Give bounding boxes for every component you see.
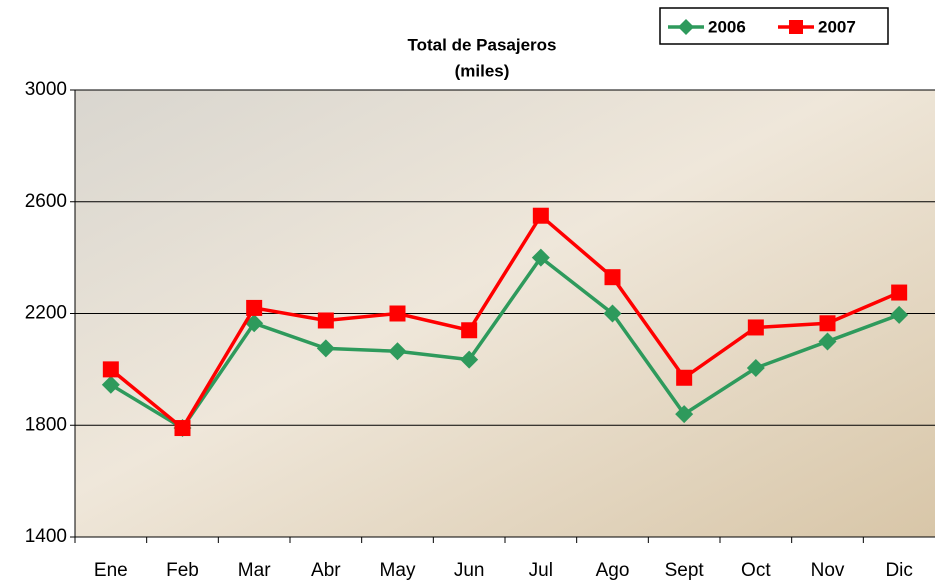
point (102, 361, 119, 378)
x-tick-label: Mar (238, 560, 271, 581)
y-tick-label: 3000 (25, 79, 67, 100)
x-tick-label: Dic (885, 560, 912, 581)
chart-title: Total de Pasajeros (408, 35, 557, 54)
series-line (109, 255, 900, 431)
legend-label: 2007 (818, 17, 856, 36)
x-tick-label: May (380, 560, 416, 581)
point (461, 322, 478, 339)
x-tick-label: Sept (665, 560, 705, 581)
x-tick-label: Ene (94, 560, 128, 581)
y-tick-label: 1400 (25, 526, 67, 547)
point (316, 339, 335, 358)
y-tick-label: 2600 (25, 191, 67, 212)
point (746, 358, 765, 377)
point (891, 284, 908, 301)
point (101, 375, 120, 394)
legend-label: 2006 (708, 17, 746, 36)
x-tick-label: Nov (811, 560, 845, 581)
point (174, 420, 191, 437)
x-tick-label: Oct (741, 560, 771, 581)
legend-marker (678, 19, 694, 35)
x-tick-label: Ago (596, 560, 630, 581)
legend-marker (789, 20, 803, 34)
point (675, 405, 694, 424)
point (818, 332, 837, 351)
point (532, 207, 549, 224)
point (747, 319, 764, 336)
y-tick-label: 2200 (25, 303, 67, 324)
point (819, 315, 836, 332)
point (604, 269, 621, 286)
point (388, 342, 407, 361)
x-tick-label: Feb (166, 560, 199, 581)
point (676, 369, 693, 386)
point (603, 304, 622, 323)
point (531, 248, 550, 267)
x-tick-label: Abr (311, 560, 341, 581)
point (317, 312, 334, 329)
chart-subtitle: (miles) (455, 61, 510, 80)
point (890, 305, 909, 324)
point (460, 350, 479, 369)
x-tick-label: Jun (454, 560, 485, 581)
y-tick-label: 1800 (25, 414, 67, 435)
point (389, 305, 406, 322)
x-tick-label: Jul (529, 560, 553, 581)
point (246, 299, 263, 316)
series-line (109, 213, 900, 431)
